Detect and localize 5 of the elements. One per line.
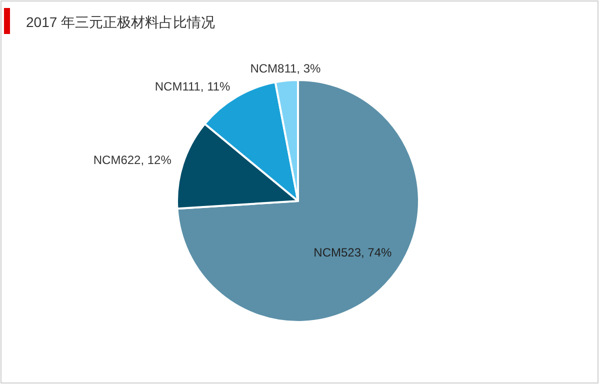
slice-label: NCM111, 11%	[154, 80, 231, 94]
slice-label: NCM523, 74%	[314, 246, 392, 260]
slice-label: NCM811, 3%	[250, 62, 322, 76]
chart-title: 2017 年三元正极材料占比情况	[26, 14, 216, 30]
slice-label: NCM622, 12%	[93, 153, 172, 168]
